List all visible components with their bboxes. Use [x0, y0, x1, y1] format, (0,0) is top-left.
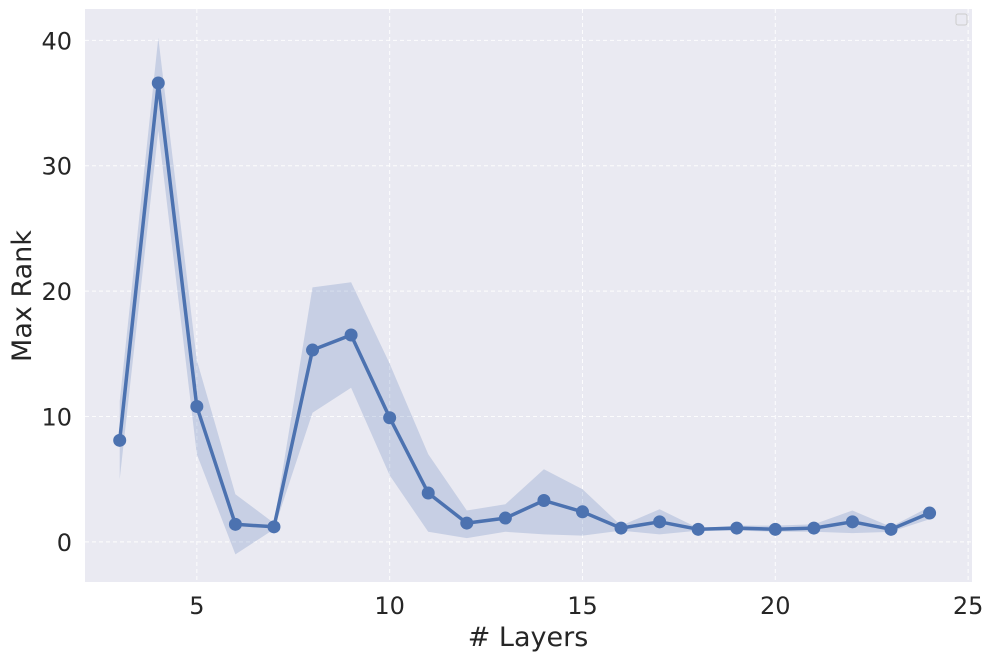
data-point — [730, 521, 744, 535]
plot-area — [85, 9, 972, 582]
data-point — [306, 343, 320, 357]
series-line — [117, 81, 932, 532]
y-tick-label: 20 — [41, 278, 72, 306]
y-tick-label: 40 — [41, 27, 72, 55]
data-point — [614, 521, 628, 535]
data-point — [768, 522, 782, 536]
x-tick-label: 20 — [760, 592, 791, 620]
data-points — [113, 76, 937, 536]
data-point — [691, 522, 705, 536]
data-point — [807, 521, 821, 535]
gridlines — [85, 9, 972, 582]
data-point — [653, 515, 667, 529]
y-tick-label: 30 — [41, 153, 72, 181]
data-point — [344, 328, 358, 342]
data-point — [460, 516, 474, 530]
x-axis-label: # Layers — [468, 622, 589, 653]
series-line-layer — [117, 81, 932, 532]
data-point — [923, 506, 937, 520]
data-point — [537, 494, 551, 508]
tick-labels: 5 10 15 20 25 0 10 20 30 40 — [41, 27, 983, 620]
data-point — [228, 517, 242, 531]
x-tick-label: 25 — [953, 592, 984, 620]
legend-box — [955, 13, 968, 26]
x-tick-label: 10 — [374, 592, 405, 620]
data-point — [190, 399, 204, 413]
data-point — [151, 76, 165, 90]
x-tick-label: 5 — [189, 592, 204, 620]
x-tick-label: 15 — [567, 592, 598, 620]
y-axis-label: Max Rank — [7, 230, 38, 362]
y-tick-label: 10 — [41, 403, 72, 431]
data-point — [113, 433, 127, 447]
data-point — [845, 515, 859, 529]
y-tick-label: 0 — [57, 529, 72, 557]
data-point — [421, 486, 435, 500]
data-point — [498, 511, 512, 525]
data-point — [383, 411, 397, 425]
data-point — [267, 520, 281, 534]
data-point — [884, 522, 898, 536]
data-point — [575, 505, 589, 519]
